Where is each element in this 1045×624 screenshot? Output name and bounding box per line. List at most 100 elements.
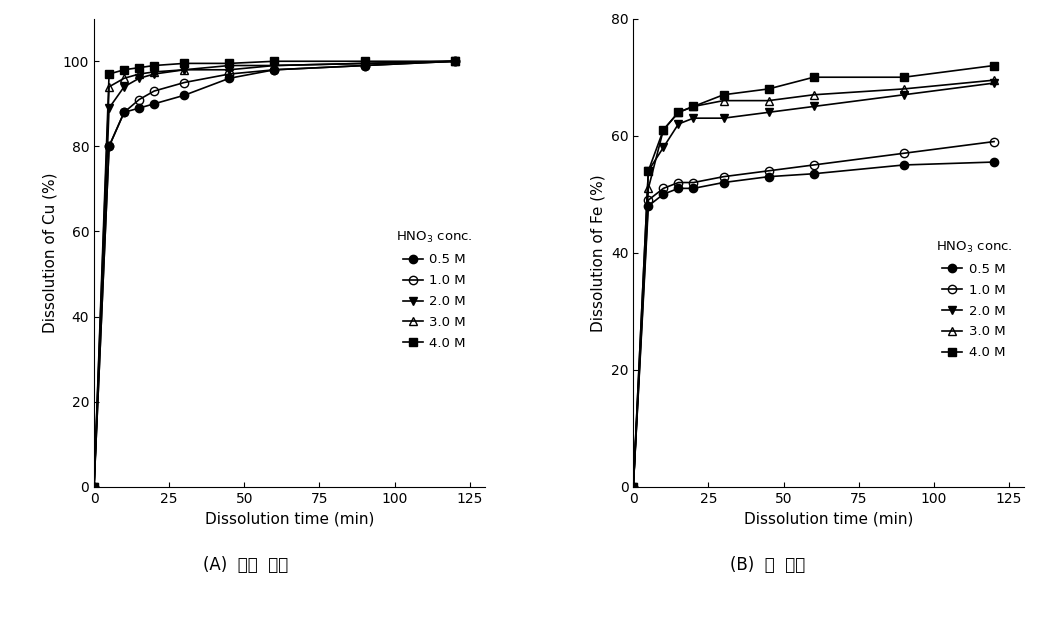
1.0 M (762, 167, 774, 175)
Legend: 0.5 M, 1.0 M, 2.0 M, 3.0 M, 4.0 M: 0.5 M, 1.0 M, 2.0 M, 3.0 M, 4.0 M (391, 225, 479, 355)
1.0 M (88, 483, 100, 490)
0.5 M (358, 62, 371, 69)
1.0 M (717, 173, 729, 180)
4.0 M (808, 74, 820, 81)
0.5 M (88, 483, 100, 490)
4.0 M (988, 62, 1000, 69)
2.0 M (88, 483, 100, 490)
0.5 M (988, 158, 1000, 166)
Line: 1.0 M: 1.0 M (629, 137, 998, 491)
2.0 M (642, 167, 654, 175)
0.5 M (627, 483, 640, 490)
1.0 M (133, 96, 145, 104)
2.0 M (808, 103, 820, 110)
4.0 M (762, 85, 774, 93)
3.0 M (223, 62, 235, 69)
4.0 M (642, 167, 654, 175)
4.0 M (672, 109, 684, 116)
2.0 M (118, 83, 131, 90)
3.0 M (627, 483, 640, 490)
3.0 M (102, 83, 115, 90)
0.5 M (898, 161, 910, 168)
2.0 M (627, 483, 640, 490)
4.0 M (657, 126, 670, 134)
3.0 M (448, 57, 461, 65)
2.0 M (717, 114, 729, 122)
1.0 M (118, 109, 131, 116)
0.5 M (657, 190, 670, 198)
0.5 M (808, 170, 820, 177)
Line: 0.5 M: 0.5 M (90, 57, 459, 491)
2.0 M (448, 57, 461, 65)
1.0 M (988, 138, 1000, 145)
1.0 M (358, 62, 371, 69)
3.0 M (808, 91, 820, 99)
Line: 3.0 M: 3.0 M (629, 76, 998, 491)
0.5 M (133, 104, 145, 112)
0.5 M (762, 173, 774, 180)
Line: 3.0 M: 3.0 M (90, 57, 459, 491)
1.0 M (898, 150, 910, 157)
1.0 M (448, 57, 461, 65)
1.0 M (642, 197, 654, 204)
2.0 M (148, 71, 161, 78)
3.0 M (717, 97, 729, 104)
X-axis label: Dissolution time (min): Dissolution time (min) (744, 511, 913, 526)
4.0 M (223, 60, 235, 67)
1.0 M (269, 66, 281, 74)
0.5 M (223, 74, 235, 82)
Line: 0.5 M: 0.5 M (629, 158, 998, 491)
1.0 M (102, 143, 115, 150)
4.0 M (448, 57, 461, 65)
2.0 M (762, 109, 774, 116)
Text: (A)  구리  용해: (A) 구리 용해 (203, 556, 288, 573)
4.0 M (88, 483, 100, 490)
0.5 M (448, 57, 461, 65)
Text: (B)  철  용해: (B) 철 용해 (730, 556, 806, 573)
Y-axis label: Dissolution of Cu (%): Dissolution of Cu (%) (42, 172, 57, 333)
Line: 2.0 M: 2.0 M (90, 57, 459, 491)
Line: 4.0 M: 4.0 M (90, 57, 459, 491)
4.0 M (717, 91, 729, 99)
4.0 M (269, 57, 281, 65)
3.0 M (269, 62, 281, 69)
4.0 M (627, 483, 640, 490)
0.5 M (642, 202, 654, 210)
Line: 4.0 M: 4.0 M (629, 61, 998, 491)
2.0 M (358, 60, 371, 67)
3.0 M (657, 126, 670, 134)
2.0 M (178, 66, 190, 74)
0.5 M (269, 66, 281, 74)
1.0 M (657, 185, 670, 192)
2.0 M (898, 91, 910, 99)
4.0 M (358, 57, 371, 65)
3.0 M (88, 483, 100, 490)
X-axis label: Dissolution time (min): Dissolution time (min) (205, 511, 374, 526)
2.0 M (223, 66, 235, 74)
4.0 M (178, 60, 190, 67)
1.0 M (178, 79, 190, 86)
2.0 M (133, 74, 145, 82)
1.0 M (808, 161, 820, 168)
3.0 M (988, 76, 1000, 84)
4.0 M (102, 71, 115, 78)
Line: 2.0 M: 2.0 M (629, 79, 998, 491)
Legend: 0.5 M, 1.0 M, 2.0 M, 3.0 M, 4.0 M: 0.5 M, 1.0 M, 2.0 M, 3.0 M, 4.0 M (930, 235, 1018, 364)
0.5 M (672, 185, 684, 192)
1.0 M (672, 178, 684, 186)
3.0 M (642, 185, 654, 192)
2.0 M (688, 114, 700, 122)
0.5 M (178, 92, 190, 99)
1.0 M (627, 483, 640, 490)
3.0 M (133, 71, 145, 78)
1.0 M (223, 71, 235, 78)
3.0 M (762, 97, 774, 104)
4.0 M (898, 74, 910, 81)
4.0 M (118, 66, 131, 74)
3.0 M (672, 109, 684, 116)
0.5 M (148, 100, 161, 107)
2.0 M (672, 120, 684, 128)
0.5 M (102, 143, 115, 150)
3.0 M (118, 74, 131, 82)
0.5 M (688, 185, 700, 192)
